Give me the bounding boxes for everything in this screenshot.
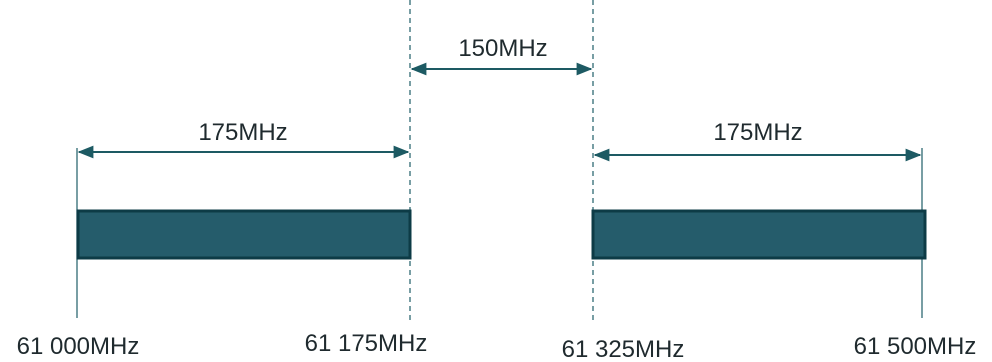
left-span-label: 175MHz [198,119,287,146]
right-span-label: 175MHz [713,119,802,146]
edge-label-61175: 61 175MHz [305,330,428,357]
edge-label-61325: 61 325MHz [562,336,685,362]
lower-frequency-block [76,209,412,260]
guard-span-label: 150MHz [458,35,547,62]
edge-label-61000: 61 000MHz [17,333,140,360]
upper-frequency-block [591,209,927,260]
edge-label-61500: 61 500MHz [854,333,977,360]
